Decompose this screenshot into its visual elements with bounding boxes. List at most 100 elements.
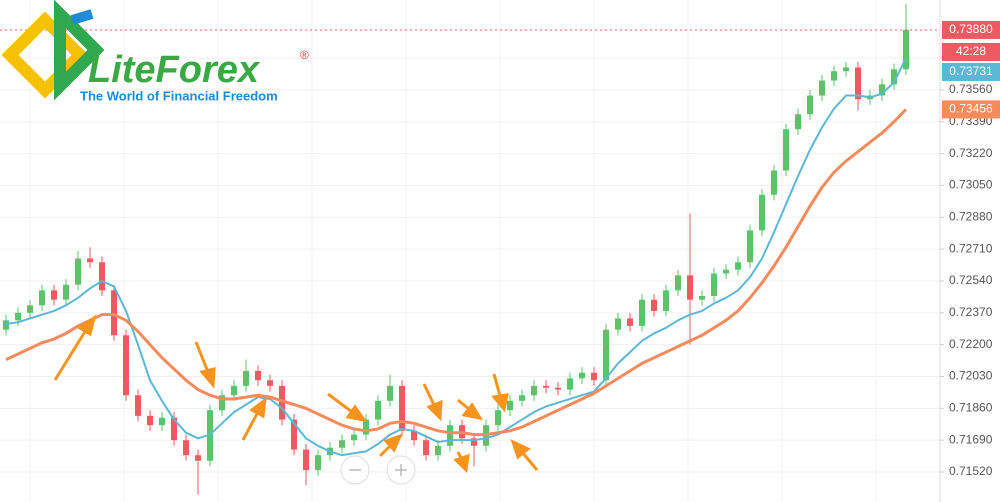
timer-badge-bg [942, 42, 1000, 61]
candle-body [795, 114, 801, 130]
candle-body [339, 440, 345, 448]
candle-body [291, 419, 297, 450]
arrow [457, 398, 484, 421]
candle-body [891, 69, 897, 85]
candle-body [903, 29, 909, 70]
price-badge-label: 0.73731 [949, 64, 993, 78]
candle-body [807, 95, 813, 115]
candle-body [15, 312, 21, 321]
candle-body [627, 318, 633, 326]
price-badge: 0.73880 [942, 20, 1000, 39]
candle-body [267, 380, 273, 386]
candle-body [579, 372, 585, 379]
candle-body [303, 449, 309, 471]
candle-body [435, 445, 441, 456]
moving-average [5, 108, 908, 437]
candle-body [159, 417, 165, 426]
candle-body [231, 385, 237, 396]
y-tick-label: 0.72880 [949, 209, 993, 223]
logo-name: LiteForex [88, 49, 261, 91]
candle-body [39, 290, 45, 306]
candle-body [471, 438, 477, 446]
y-tick-label: 0.72370 [949, 305, 993, 319]
candle-body [687, 275, 693, 300]
price-badge: 0.73456 [942, 100, 1000, 119]
arrow [491, 373, 509, 413]
annotations [53, 314, 539, 474]
candle-body [843, 67, 849, 72]
candle-body [51, 290, 57, 300]
logo: LiteForex ® The World of Financial Freed… [1, 0, 309, 103]
candle-body [135, 395, 141, 416]
arrow [510, 439, 539, 471]
candle-body [87, 258, 93, 263]
candle-body [651, 299, 657, 311]
candle-body [375, 400, 381, 420]
candle-body [195, 455, 201, 461]
arrow [327, 392, 368, 423]
candle-body [255, 370, 261, 381]
candle-body [591, 372, 597, 381]
candle-body [411, 430, 417, 441]
candle-body [447, 425, 453, 446]
candle-body [279, 385, 285, 420]
candle-body [351, 434, 357, 441]
candle-body [699, 295, 705, 300]
zoom-out-button[interactable] [340, 455, 370, 485]
logo-mark [70, 9, 94, 25]
candle-body [519, 395, 525, 401]
candle-body [663, 290, 669, 311]
logo-registered: ® [300, 48, 309, 62]
candle-body [399, 385, 405, 431]
zoom-in-button[interactable] [386, 455, 416, 485]
candle-body [603, 329, 609, 381]
candle-body [495, 410, 501, 426]
price-badge: 0.73731 [942, 62, 1000, 81]
plot [0, 3, 940, 495]
y-tick-label: 0.71690 [949, 432, 993, 446]
price-badge-bg [942, 62, 1000, 81]
candle-body [3, 320, 9, 330]
y-tick-label: 0.71520 [949, 464, 993, 478]
candle-body [315, 455, 321, 471]
candle-body [531, 385, 537, 396]
candle-body [507, 400, 513, 411]
candle-body [363, 419, 369, 435]
candle-body [171, 417, 177, 441]
candle-body [183, 440, 189, 456]
candle-body [771, 170, 777, 195]
candle-body [75, 258, 81, 285]
candle-body [723, 269, 729, 274]
candle-body [555, 387, 561, 390]
moving-average [5, 57, 907, 457]
y-tick-label: 0.72030 [949, 369, 993, 383]
y-tick-label: 0.72540 [949, 273, 993, 287]
y-tick-label: 0.72710 [949, 241, 993, 255]
candle-body [747, 230, 753, 263]
price-badge-bg [942, 20, 1000, 39]
y-tick-label: 0.73050 [949, 178, 993, 192]
logo-tagline: The World of Financial Freedom [80, 88, 278, 103]
arrow [378, 433, 403, 458]
candle-body [675, 275, 681, 291]
logo-mark [1, 11, 89, 99]
y-tick-label: 0.72200 [949, 337, 993, 351]
arrow [53, 314, 97, 381]
arrow [453, 451, 470, 474]
price-axis: 0.71520 0.71690 0.71860 0.72030 0.72200 0.723… [940, 20, 1000, 478]
candle-body [783, 129, 789, 171]
candle-body [879, 84, 885, 96]
candle-body [423, 440, 429, 456]
price-badge-bg [942, 100, 1000, 119]
candle-body [711, 273, 717, 296]
candle-body [219, 395, 225, 411]
timer-badge: 42:28 [942, 42, 1000, 61]
candle-body [639, 299, 645, 326]
timer-badge-label: 42:28 [956, 44, 986, 58]
logo-mark [54, 0, 105, 101]
candle-body [243, 370, 249, 386]
candle-body [543, 385, 549, 388]
arrow [194, 341, 216, 389]
candle-body [99, 262, 105, 291]
